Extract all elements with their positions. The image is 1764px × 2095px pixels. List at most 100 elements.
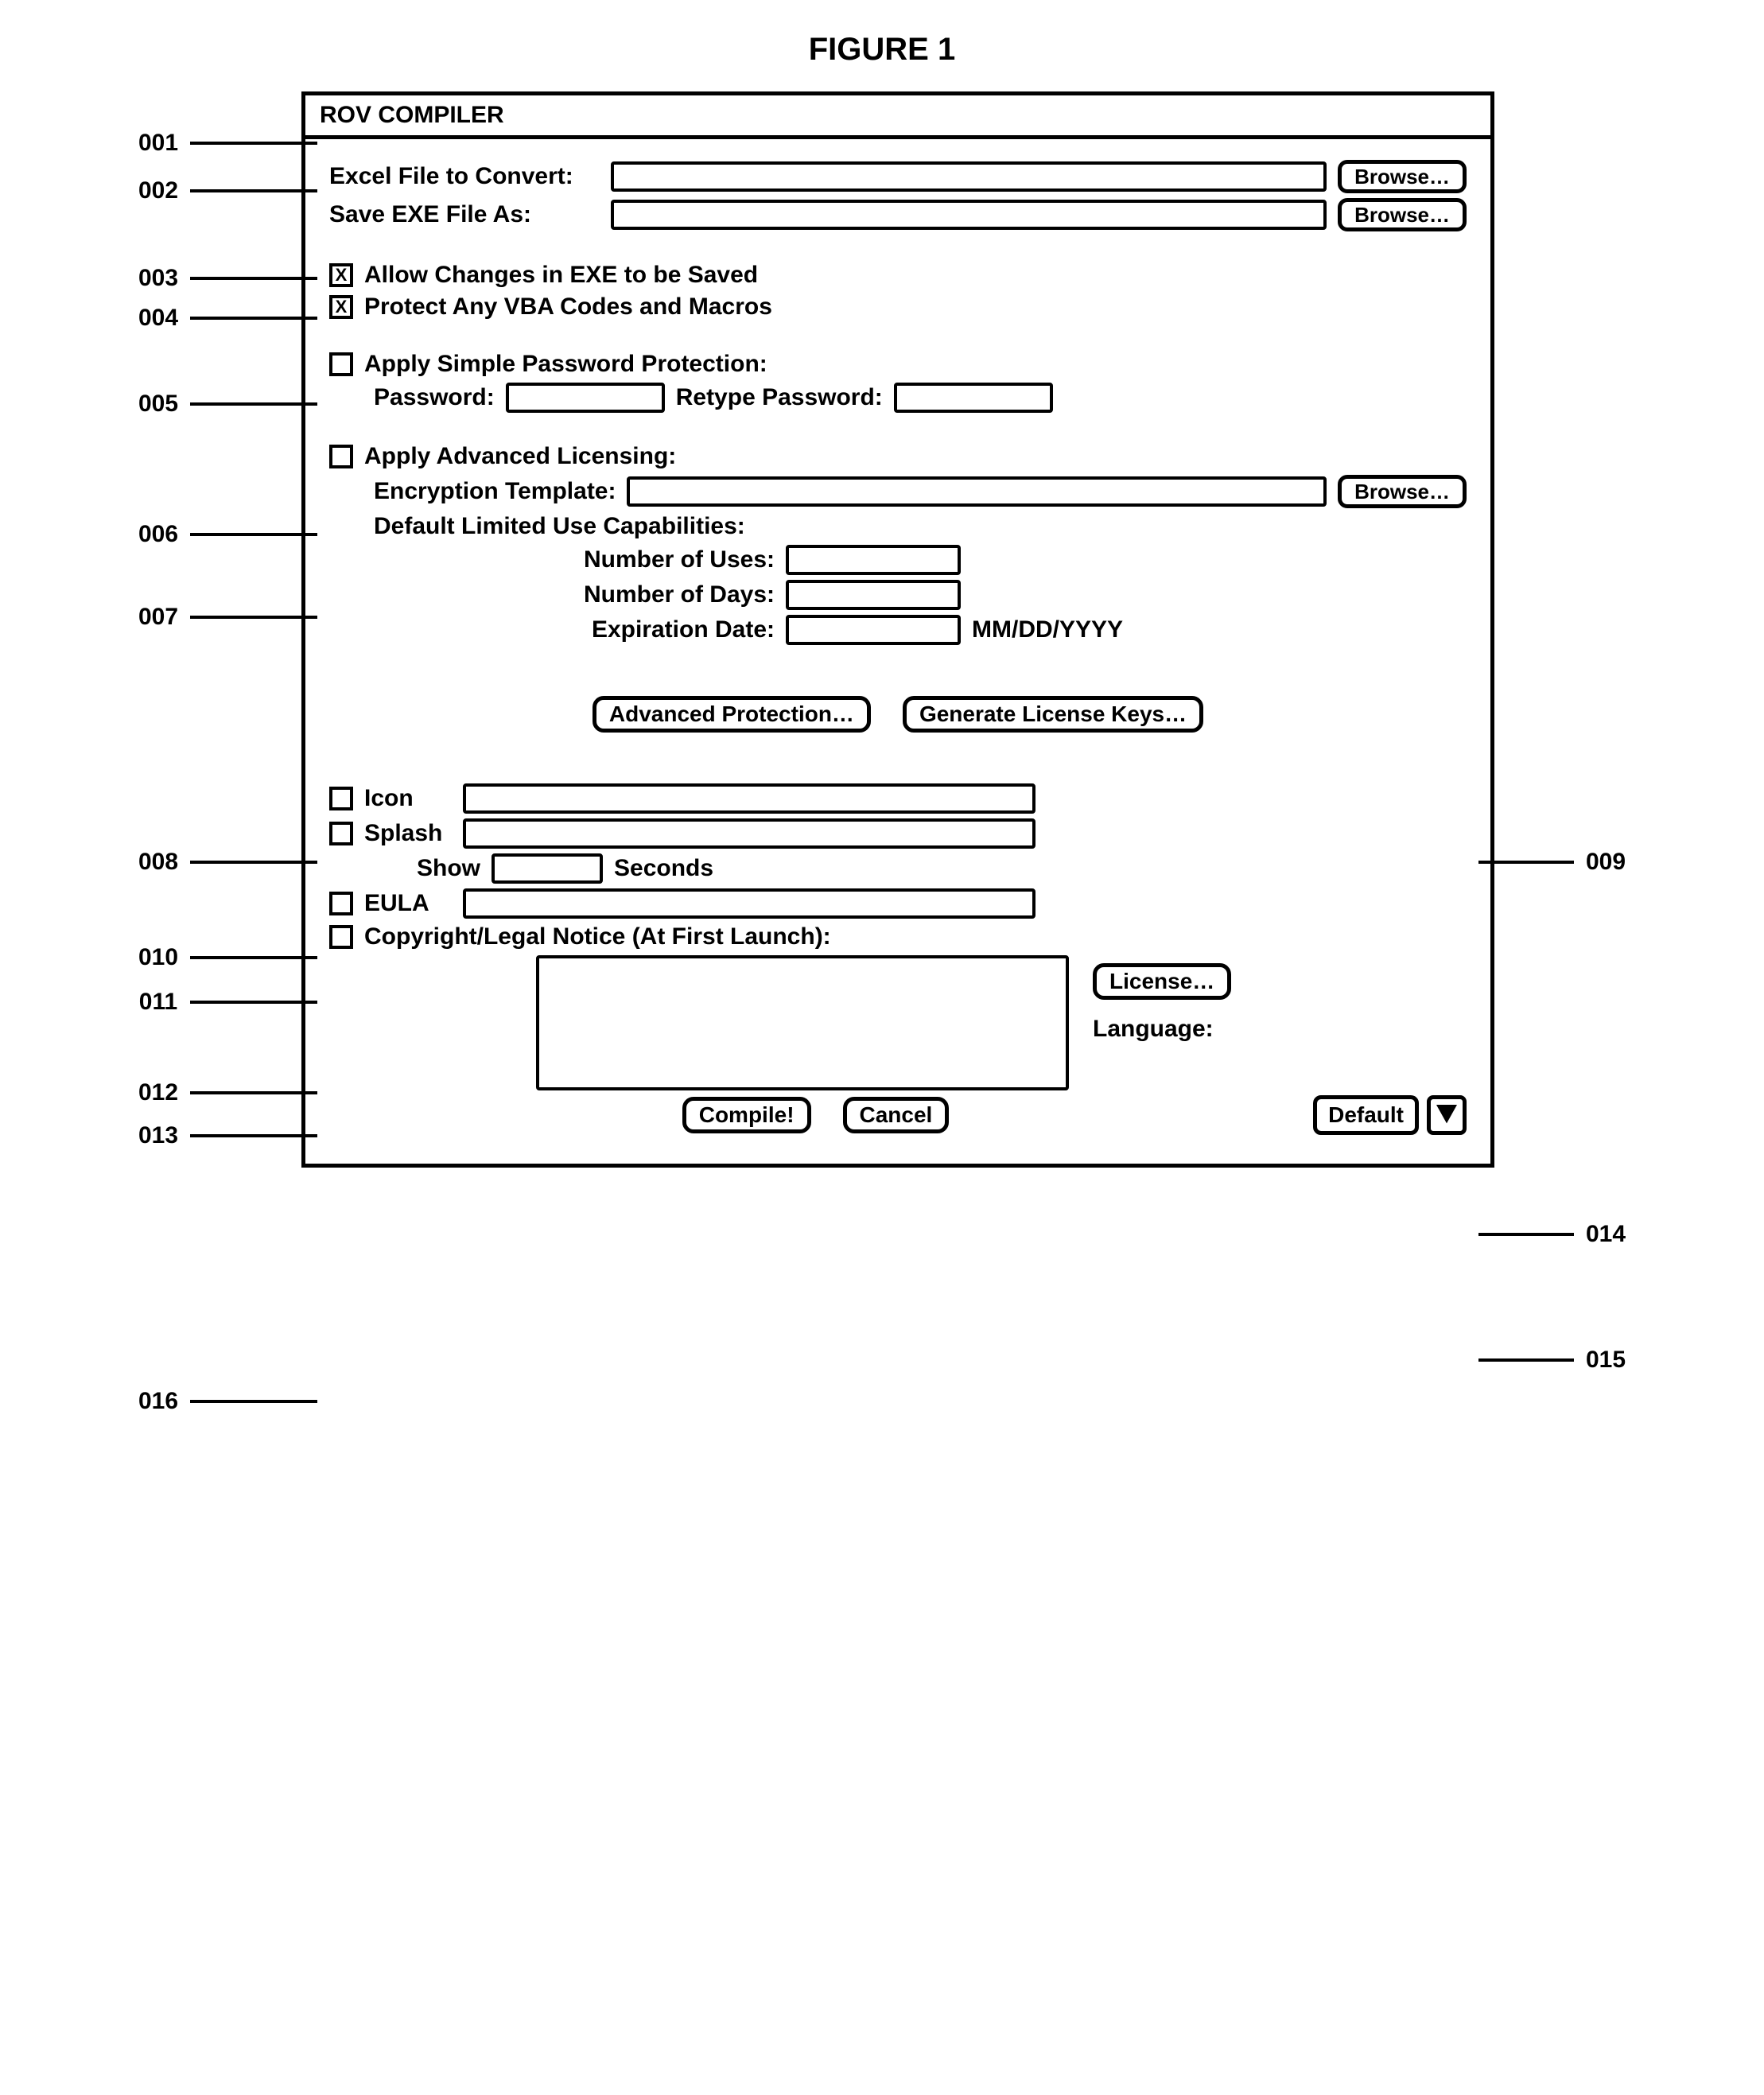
row-num-days: Number of Days: bbox=[329, 580, 1467, 610]
row-allow-changes: X Allow Changes in EXE to be Saved bbox=[329, 262, 1467, 289]
excel-file-browse-button[interactable]: Browse… bbox=[1338, 160, 1467, 193]
callout-001: 001 bbox=[126, 130, 317, 157]
callout-014: 014 bbox=[1478, 1221, 1638, 1248]
callout-number: 012 bbox=[126, 1079, 190, 1106]
generate-license-keys-button[interactable]: Generate License Keys… bbox=[903, 696, 1203, 733]
callout-008: 008 bbox=[126, 849, 317, 876]
row-splash-seconds: Show Seconds bbox=[329, 853, 1467, 884]
callout-number: 014 bbox=[1574, 1221, 1638, 1248]
compile-button[interactable]: Compile! bbox=[682, 1097, 811, 1133]
row-excel-file: Excel File to Convert: Browse… bbox=[329, 160, 1467, 193]
exp-date-input[interactable] bbox=[786, 615, 961, 645]
callout-007: 007 bbox=[126, 604, 317, 631]
icon-input[interactable] bbox=[463, 783, 1035, 814]
icon-label: Icon bbox=[364, 785, 452, 812]
splash-seconds-input[interactable] bbox=[492, 853, 603, 884]
copyright-textarea[interactable] bbox=[536, 955, 1069, 1090]
callout-016: 016 bbox=[126, 1388, 317, 1415]
window-titlebar: ROV COMPILER bbox=[305, 95, 1490, 139]
callout-number: 004 bbox=[126, 305, 190, 332]
exp-date-label: Expiration Date: bbox=[568, 616, 775, 643]
encryption-template-input[interactable] bbox=[627, 476, 1327, 507]
retype-password-label: Retype Password: bbox=[676, 384, 883, 411]
row-copyright-body: License… Language: bbox=[329, 955, 1467, 1090]
row-footer: Compile! Cancel Default bbox=[329, 1095, 1467, 1135]
excel-file-label: Excel File to Convert: bbox=[329, 163, 600, 190]
num-uses-input[interactable] bbox=[786, 545, 961, 575]
simple-password-checkbox[interactable] bbox=[329, 352, 353, 376]
eula-checkbox[interactable] bbox=[329, 892, 353, 915]
callout-number: 013 bbox=[126, 1122, 190, 1149]
row-limited-use-header: Default Limited Use Capabilities: bbox=[329, 513, 1467, 540]
advanced-protection-button[interactable]: Advanced Protection… bbox=[593, 696, 871, 733]
callout-number: 002 bbox=[126, 177, 190, 204]
row-save-exe: Save EXE File As: Browse… bbox=[329, 198, 1467, 231]
callout-002: 002 bbox=[126, 177, 317, 204]
callout-number: 015 bbox=[1574, 1347, 1638, 1374]
dropdown-arrow-icon[interactable] bbox=[1427, 1095, 1467, 1135]
callout-number: 005 bbox=[126, 391, 190, 418]
callout-number: 007 bbox=[126, 604, 190, 631]
row-exp-date: Expiration Date: MM/DD/YYYY bbox=[329, 615, 1467, 645]
row-advanced-licensing: Apply Advanced Licensing: bbox=[329, 443, 1467, 470]
row-encryption-template: Encryption Template: Browse… bbox=[329, 475, 1467, 508]
row-copyright: Copyright/Legal Notice (At First Launch)… bbox=[329, 923, 1467, 950]
callout-009: 009 bbox=[1478, 849, 1638, 876]
splash-checkbox[interactable] bbox=[329, 822, 353, 845]
splash-input[interactable] bbox=[463, 818, 1035, 849]
row-icon: Icon bbox=[329, 783, 1467, 814]
simple-password-label: Apply Simple Password Protection: bbox=[364, 351, 767, 378]
language-dropdown[interactable]: Default bbox=[1313, 1095, 1467, 1135]
cancel-button[interactable]: Cancel bbox=[843, 1097, 950, 1133]
retype-password-input[interactable] bbox=[894, 383, 1053, 413]
password-label: Password: bbox=[374, 384, 495, 411]
advanced-licensing-checkbox[interactable] bbox=[329, 445, 353, 468]
protect-vba-checkbox[interactable]: X bbox=[329, 295, 353, 319]
save-exe-browse-button[interactable]: Browse… bbox=[1338, 198, 1467, 231]
figure-stage: ROV COMPILER Excel File to Convert: Brow… bbox=[126, 91, 1638, 1199]
protect-vba-label: Protect Any VBA Codes and Macros bbox=[364, 293, 772, 321]
language-value: Default bbox=[1313, 1095, 1419, 1135]
window-body: Excel File to Convert: Browse… Save EXE … bbox=[305, 139, 1490, 1164]
eula-input[interactable] bbox=[463, 888, 1035, 919]
app-window: ROV COMPILER Excel File to Convert: Brow… bbox=[301, 91, 1494, 1168]
row-num-uses: Number of Uses: bbox=[329, 545, 1467, 575]
icon-checkbox[interactable] bbox=[329, 787, 353, 810]
figure-title: FIGURE 1 bbox=[32, 32, 1732, 68]
save-exe-input[interactable] bbox=[611, 200, 1327, 230]
callout-number: 008 bbox=[126, 849, 190, 876]
row-simple-password: Apply Simple Password Protection: bbox=[329, 351, 1467, 378]
row-eula: EULA bbox=[329, 888, 1467, 919]
row-protect-vba: X Protect Any VBA Codes and Macros bbox=[329, 293, 1467, 321]
language-label: Language: bbox=[1093, 1016, 1214, 1043]
callout-number: 009 bbox=[1574, 849, 1638, 876]
row-splash: Splash bbox=[329, 818, 1467, 849]
encryption-template-label: Encryption Template: bbox=[374, 478, 616, 505]
license-button[interactable]: License… bbox=[1093, 963, 1231, 1000]
num-days-input[interactable] bbox=[786, 580, 961, 610]
encryption-template-browse-button[interactable]: Browse… bbox=[1338, 475, 1467, 508]
callout-013: 013 bbox=[126, 1122, 317, 1149]
allow-changes-checkbox[interactable]: X bbox=[329, 263, 353, 287]
callout-015: 015 bbox=[1478, 1347, 1638, 1374]
exp-date-hint: MM/DD/YYYY bbox=[972, 616, 1123, 643]
save-exe-label: Save EXE File As: bbox=[329, 201, 600, 228]
limited-use-label: Default Limited Use Capabilities: bbox=[374, 513, 745, 540]
callout-003: 003 bbox=[126, 265, 317, 292]
callout-number: 003 bbox=[126, 265, 190, 292]
show-label: Show bbox=[417, 855, 480, 882]
allow-changes-label: Allow Changes in EXE to be Saved bbox=[364, 262, 758, 289]
callout-number: 006 bbox=[126, 521, 190, 548]
row-adv-buttons: Advanced Protection… Generate License Ke… bbox=[329, 696, 1467, 733]
num-uses-label: Number of Uses: bbox=[568, 546, 775, 573]
splash-label: Splash bbox=[364, 820, 452, 847]
callout-number: 001 bbox=[126, 130, 190, 157]
excel-file-input[interactable] bbox=[611, 161, 1327, 192]
eula-label: EULA bbox=[364, 890, 452, 917]
row-password-fields: Password: Retype Password: bbox=[329, 383, 1467, 413]
password-input[interactable] bbox=[506, 383, 665, 413]
advanced-licensing-label: Apply Advanced Licensing: bbox=[364, 443, 676, 470]
callout-011: 011 bbox=[126, 989, 317, 1016]
callout-number: 011 bbox=[126, 989, 190, 1016]
copyright-checkbox[interactable] bbox=[329, 925, 353, 949]
